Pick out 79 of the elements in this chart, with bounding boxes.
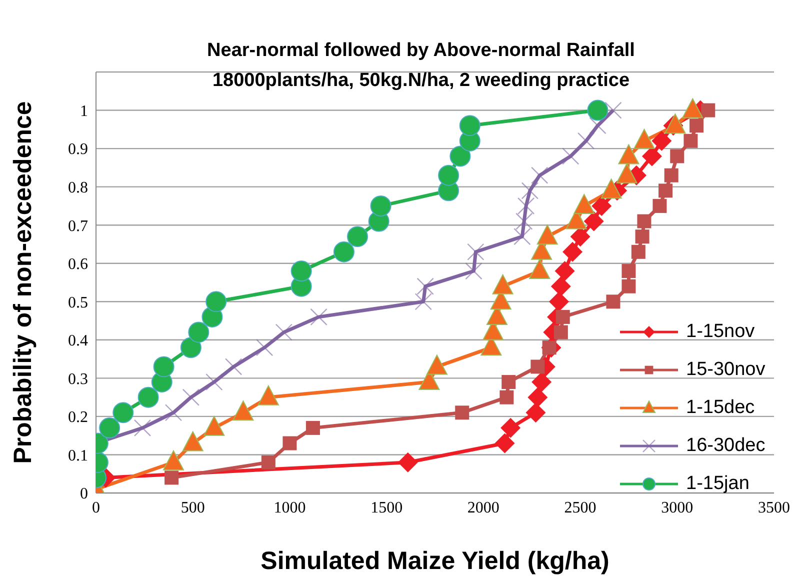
x-tick-label: 2500: [564, 499, 596, 516]
point: [548, 292, 569, 312]
y-tick-label: 0.8: [68, 180, 88, 196]
x-tick-label: 1000: [274, 499, 306, 516]
point: [556, 310, 570, 324]
legend-label: 1-15jan: [686, 473, 750, 495]
point: [459, 115, 480, 136]
point: [500, 390, 514, 404]
point: [584, 211, 604, 232]
legend-label: 16-30dec: [686, 435, 766, 457]
point: [554, 261, 575, 282]
point: [438, 164, 460, 186]
x-tick-label: 0: [92, 499, 100, 516]
point: [206, 291, 227, 312]
point: [690, 118, 704, 133]
legend-label: 1-15nov: [686, 321, 755, 343]
point: [550, 276, 571, 296]
y-tick-label: 0.6: [68, 256, 88, 274]
legend-label: 1-15dec: [686, 397, 755, 419]
point: [684, 134, 698, 148]
point: [500, 418, 521, 438]
point: [494, 433, 515, 454]
point: [180, 337, 202, 358]
point: [664, 168, 678, 182]
point: [188, 322, 210, 343]
point: [528, 387, 548, 408]
point: [398, 452, 418, 472]
point: [502, 375, 516, 390]
point: [532, 372, 552, 392]
x-tick-label: 3500: [758, 499, 790, 516]
x-tick-label: 3000: [661, 499, 694, 516]
y-tick-label: 0.2: [68, 409, 88, 426]
point: [138, 386, 159, 408]
y-tick-label: 0.4: [68, 332, 88, 350]
x-tick-label: 500: [180, 499, 205, 516]
y-tick-label: 0.5: [68, 294, 88, 312]
legend-label: 15-30nov: [686, 359, 766, 381]
y-tick-label: 0: [80, 486, 88, 503]
point: [112, 402, 134, 424]
point: [554, 325, 568, 340]
y-tick-label: 0.9: [68, 141, 88, 158]
point: [670, 149, 684, 164]
point: [282, 436, 297, 450]
x-tick-label: 1500: [370, 499, 403, 516]
point: [526, 402, 546, 423]
point: [562, 242, 583, 262]
point: [290, 260, 312, 282]
point: [658, 184, 673, 198]
point: [635, 230, 650, 244]
point: [530, 360, 545, 374]
y-tick-label: 0.1: [68, 447, 88, 464]
point: [606, 294, 620, 309]
point: [631, 244, 646, 259]
point: [592, 196, 612, 216]
y-tick-label: 0.3: [68, 370, 88, 388]
point: [652, 198, 667, 213]
point: [637, 214, 652, 228]
point: [164, 470, 179, 485]
point: [370, 195, 392, 216]
point: [306, 420, 320, 435]
x-tick-label: 2000: [467, 499, 500, 516]
point: [622, 264, 636, 278]
point: [261, 455, 276, 470]
point: [587, 100, 608, 121]
point: [347, 226, 368, 248]
y-tick-label: 0.7: [68, 218, 88, 235]
x-axis-title: Simulated Maize Yield (kg/ha): [260, 547, 610, 575]
point: [622, 279, 636, 294]
point: [153, 356, 174, 378]
point: [333, 241, 354, 262]
chart-title: Near-normal followed by Above-normal Rainfall: [206, 39, 636, 63]
chart-subtitle: 18000plants/ha, 50kg.N/ha, 2 weeding practice: [211, 69, 631, 93]
y-tick-label: 1: [80, 102, 88, 120]
point: [652, 130, 672, 151]
point: [450, 146, 471, 167]
point: [455, 406, 470, 420]
y-axis-title: Probability of non-exceedence: [8, 101, 37, 464]
point: [701, 103, 716, 118]
point: [99, 417, 120, 438]
